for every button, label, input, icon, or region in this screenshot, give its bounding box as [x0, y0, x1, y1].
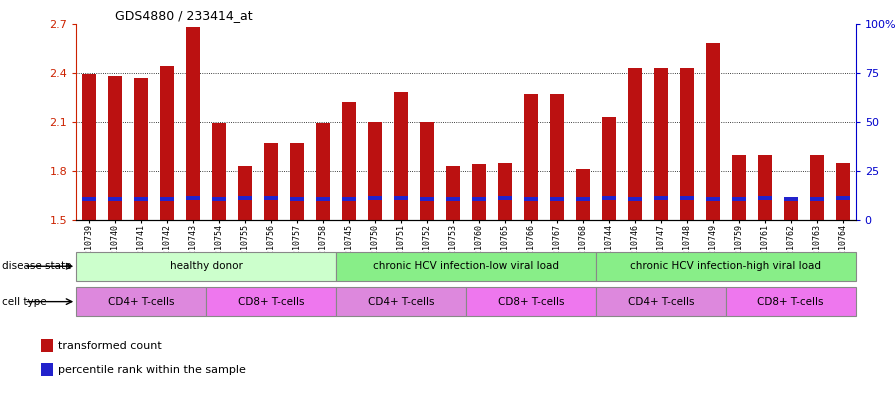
Bar	[290, 143, 304, 220]
Bar	[602, 196, 616, 200]
Bar	[206, 287, 336, 316]
Bar	[420, 122, 434, 220]
Bar	[316, 123, 330, 220]
Bar	[336, 287, 466, 316]
Bar	[732, 197, 745, 201]
Bar	[524, 94, 538, 220]
Bar	[290, 197, 304, 201]
Text: cell type: cell type	[2, 297, 47, 307]
Bar	[654, 68, 668, 220]
Text: percentile rank within the sample: percentile rank within the sample	[58, 365, 246, 375]
Bar	[238, 196, 252, 200]
Bar	[82, 74, 96, 220]
Bar	[264, 143, 278, 220]
Bar	[134, 197, 148, 201]
Bar	[836, 196, 849, 200]
Bar	[654, 196, 668, 200]
Bar	[41, 363, 53, 376]
Bar	[732, 154, 745, 220]
Bar	[836, 163, 849, 220]
Text: CD4+ T-cells: CD4+ T-cells	[367, 297, 435, 307]
Bar	[316, 197, 330, 201]
Bar	[446, 166, 460, 220]
Bar	[472, 164, 486, 220]
Text: GDS4880 / 233414_at: GDS4880 / 233414_at	[116, 9, 253, 22]
Bar	[76, 287, 206, 316]
Bar	[524, 197, 538, 201]
Bar	[336, 252, 596, 281]
Bar	[212, 197, 226, 201]
Bar	[186, 196, 200, 200]
Bar	[680, 68, 694, 220]
Bar	[108, 197, 122, 201]
Bar	[394, 92, 408, 220]
Bar	[472, 197, 486, 201]
Text: disease state: disease state	[2, 261, 72, 271]
Bar	[726, 287, 856, 316]
Bar	[596, 252, 856, 281]
Bar	[342, 197, 356, 201]
Bar	[212, 123, 226, 220]
Bar	[134, 78, 148, 220]
Bar	[810, 154, 823, 220]
Bar	[628, 68, 642, 220]
Text: CD8+ T-cells: CD8+ T-cells	[237, 297, 305, 307]
Text: CD8+ T-cells: CD8+ T-cells	[757, 297, 824, 307]
Text: healthy donor: healthy donor	[169, 261, 243, 271]
Bar	[446, 197, 460, 201]
Bar	[628, 197, 642, 201]
Bar	[82, 197, 96, 201]
Bar	[784, 197, 797, 201]
Bar	[41, 339, 53, 352]
Bar	[368, 122, 382, 220]
Bar	[706, 43, 719, 220]
Bar	[602, 117, 616, 220]
Bar	[550, 94, 564, 220]
Text: CD4+ T-cells: CD4+ T-cells	[108, 297, 175, 307]
Bar	[784, 199, 797, 220]
Bar	[550, 197, 564, 201]
Bar	[264, 196, 278, 200]
Bar	[466, 287, 596, 316]
Bar	[498, 163, 512, 220]
Text: CD8+ T-cells: CD8+ T-cells	[497, 297, 564, 307]
Bar	[680, 196, 694, 200]
Bar	[394, 196, 408, 200]
Bar	[576, 169, 590, 220]
Bar	[342, 102, 356, 220]
Bar	[160, 66, 174, 220]
Bar	[576, 197, 590, 201]
Text: chronic HCV infection-high viral load: chronic HCV infection-high viral load	[630, 261, 822, 271]
Bar	[160, 197, 174, 201]
Bar	[498, 196, 512, 200]
Bar	[810, 197, 823, 201]
Bar	[368, 196, 382, 200]
Bar	[238, 166, 252, 220]
Bar	[108, 76, 122, 220]
Bar	[758, 154, 771, 220]
Text: transformed count: transformed count	[58, 340, 162, 351]
Text: chronic HCV infection-low viral load: chronic HCV infection-low viral load	[373, 261, 559, 271]
Bar	[706, 197, 719, 201]
Bar	[76, 252, 336, 281]
Bar	[186, 27, 200, 220]
Bar	[420, 197, 434, 201]
Text: CD4+ T-cells: CD4+ T-cells	[627, 297, 694, 307]
Bar	[758, 196, 771, 200]
Bar	[596, 287, 726, 316]
